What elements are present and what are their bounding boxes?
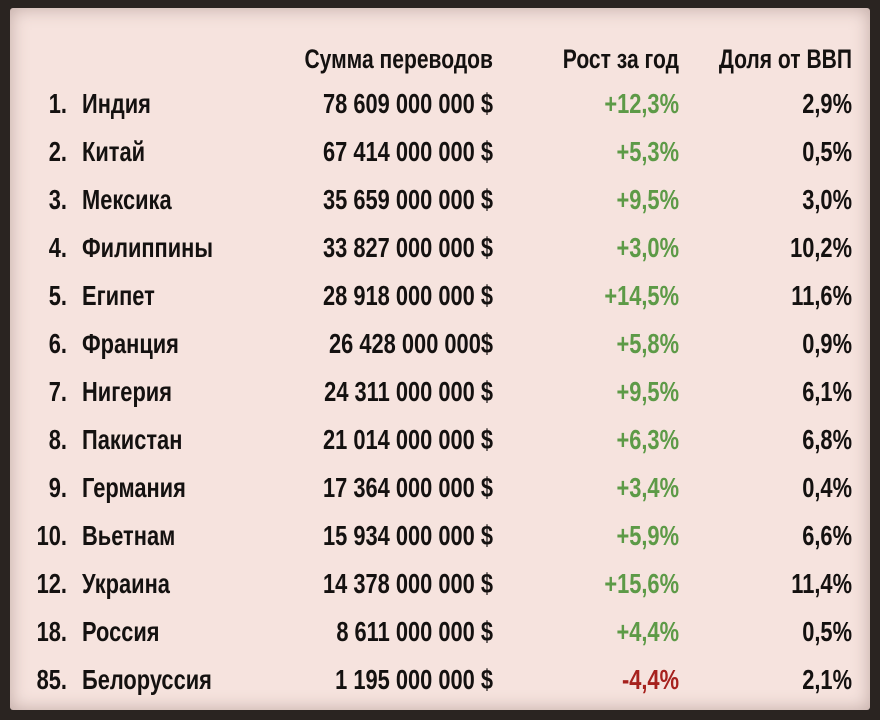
rank-cell: 18. bbox=[36, 616, 67, 647]
rank-cell: 5. bbox=[48, 280, 67, 311]
rank-cell: 1. bbox=[48, 88, 67, 119]
growth-cell: +12,3% bbox=[604, 88, 679, 119]
gdp-share-cell: 2,9% bbox=[802, 88, 852, 119]
rank-cell: 6. bbox=[48, 328, 67, 359]
country-cell: Пакистан bbox=[82, 424, 183, 455]
gdp-share-cell: 0,5% bbox=[802, 616, 852, 647]
country-cell: Египет bbox=[82, 280, 155, 311]
amount-cell: 26 428 000 000$ bbox=[329, 328, 493, 359]
header-gdp-share: Доля от ВВП bbox=[718, 44, 852, 74]
country-cell: Вьетнам bbox=[82, 520, 176, 551]
remittance-table: Сумма переводов Рост за год Доля от ВВП … bbox=[10, 8, 870, 710]
rank-cell: 7. bbox=[48, 376, 67, 407]
gdp-share-cell: 0,5% bbox=[802, 136, 852, 167]
country-cell: Филиппины bbox=[82, 232, 214, 263]
gdp-share-cell: 11,6% bbox=[791, 280, 852, 311]
gdp-share-cell: 0,4% bbox=[802, 472, 852, 503]
growth-cell: +5,8% bbox=[616, 328, 679, 359]
growth-cell: +5,3% bbox=[616, 136, 679, 167]
rank-cell: 10. bbox=[36, 520, 67, 551]
gdp-share-cell: 6,6% bbox=[802, 520, 852, 551]
country-cell: Китай bbox=[82, 136, 146, 167]
amount-cell: 14 378 000 000 $ bbox=[322, 568, 493, 599]
growth-cell: +9,5% bbox=[616, 376, 679, 407]
growth-cell: -4,4% bbox=[621, 664, 679, 695]
gdp-share-cell: 2,1% bbox=[802, 664, 852, 695]
growth-cell: +14,5% bbox=[604, 280, 679, 311]
country-cell: Белоруссия bbox=[82, 664, 212, 695]
rank-cell: 85. bbox=[36, 664, 67, 695]
amount-cell: 8 611 000 000 $ bbox=[336, 616, 493, 647]
growth-cell: +4,4% bbox=[616, 616, 679, 647]
rank-cell: 8. bbox=[48, 424, 67, 455]
country-cell: Мексика bbox=[82, 184, 172, 215]
country-cell: Германия bbox=[82, 472, 186, 503]
country-cell: Франция bbox=[82, 328, 179, 359]
amount-cell: 17 364 000 000 $ bbox=[322, 472, 493, 503]
gdp-share-cell: 11,4% bbox=[791, 568, 852, 599]
gdp-share-cell: 3,0% bbox=[802, 184, 852, 215]
country-cell: Украина bbox=[82, 568, 170, 599]
amount-cell: 33 827 000 000 $ bbox=[322, 232, 493, 263]
growth-cell: +3,0% bbox=[616, 232, 679, 263]
amount-cell: 28 918 000 000 $ bbox=[322, 280, 493, 311]
rank-cell: 2. bbox=[48, 136, 67, 167]
amount-cell: 67 414 000 000 $ bbox=[322, 136, 493, 167]
gdp-share-cell: 10,2% bbox=[790, 232, 852, 263]
amount-cell: 1 195 000 000 $ bbox=[335, 664, 493, 695]
rank-cell: 9. bbox=[48, 472, 67, 503]
country-cell: Индия bbox=[82, 88, 151, 119]
rank-cell: 4. bbox=[48, 232, 67, 263]
growth-cell: +15,6% bbox=[604, 568, 679, 599]
growth-cell: +9,5% bbox=[616, 184, 679, 215]
amount-cell: 35 659 000 000 $ bbox=[322, 184, 493, 215]
header-growth: Рост за год bbox=[562, 44, 679, 74]
amount-cell: 24 311 000 000 $ bbox=[324, 376, 493, 407]
growth-cell: +6,3% bbox=[616, 424, 679, 455]
gdp-share-cell: 6,8% bbox=[802, 424, 852, 455]
country-cell: Россия bbox=[82, 616, 160, 647]
growth-cell: +3,4% bbox=[616, 472, 679, 503]
amount-cell: 15 934 000 000 $ bbox=[322, 520, 493, 551]
country-cell: Нигерия bbox=[82, 376, 172, 407]
amount-cell: 78 609 000 000 $ bbox=[322, 88, 493, 119]
header-amount: Сумма переводов bbox=[304, 44, 493, 74]
rank-cell: 3. bbox=[48, 184, 67, 215]
growth-cell: +5,9% bbox=[616, 520, 679, 551]
gdp-share-cell: 0,9% bbox=[802, 328, 852, 359]
rank-cell: 12. bbox=[36, 568, 67, 599]
amount-cell: 21 014 000 000 $ bbox=[322, 424, 493, 455]
gdp-share-cell: 6,1% bbox=[802, 376, 852, 407]
